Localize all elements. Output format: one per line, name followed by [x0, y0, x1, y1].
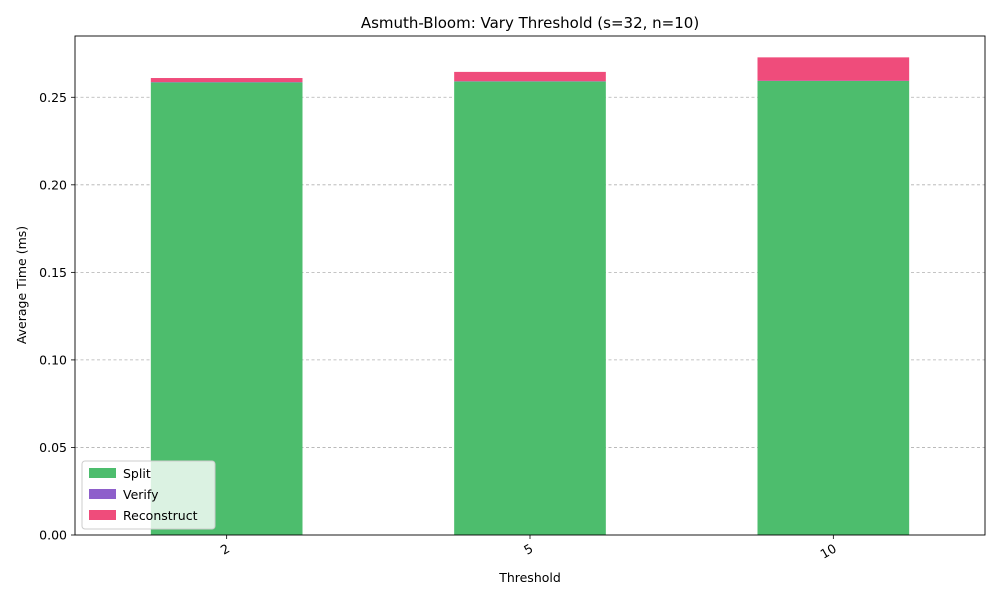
x-axis-label: Threshold — [498, 570, 561, 585]
bars — [150, 57, 910, 536]
bar-split-10 — [757, 80, 910, 535]
y-tick-label: 0.25 — [39, 90, 67, 105]
y-axis-label: Average Time (ms) — [14, 226, 29, 344]
y-tick-label: 0.15 — [39, 265, 67, 280]
legend: Split Verify Reconstruct — [81, 460, 216, 530]
legend-swatch — [89, 489, 116, 499]
bar-split-5 — [454, 81, 606, 536]
y-tick-label: 0.20 — [39, 177, 67, 192]
y-axis-ticks: 0.00 0.05 0.10 0.15 0.20 0.25 — [39, 90, 75, 543]
x-tick-label: 10 — [818, 541, 839, 562]
bar-reconstruct-10 — [757, 57, 910, 81]
chart-title: Asmuth-Bloom: Vary Threshold (s=32, n=10… — [361, 14, 699, 32]
legend-label: Split — [123, 466, 151, 481]
x-axis-ticks: 2 5 10 — [218, 535, 839, 562]
bar-reconstruct-5 — [454, 71, 606, 82]
y-tick-label: 0.10 — [39, 352, 67, 367]
legend-label: Reconstruct — [123, 508, 198, 523]
legend-swatch — [89, 510, 116, 520]
bar-reconstruct-2 — [150, 78, 303, 83]
bar-split-2 — [150, 82, 303, 535]
legend-swatch — [89, 468, 116, 478]
y-tick-label: 0.00 — [39, 528, 67, 543]
y-tick-label: 0.05 — [39, 440, 67, 455]
legend-label: Verify — [123, 487, 159, 502]
